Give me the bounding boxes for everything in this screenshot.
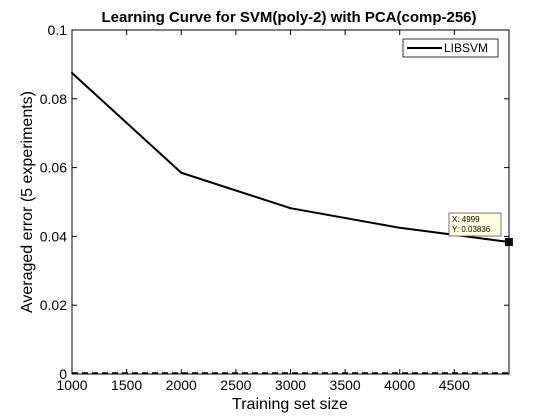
y-tick-label: 0.08 xyxy=(40,91,67,107)
x-tick-label: 1500 xyxy=(111,377,142,393)
legend-label-libsvm: LIBSVM xyxy=(444,41,488,55)
data-tip-marker xyxy=(504,238,513,247)
legend: LIBSVM xyxy=(402,38,499,58)
y-axis-label: Averaged error (5 experiments) xyxy=(19,91,36,313)
plot-area xyxy=(71,29,510,375)
chart-title: Learning Curve for SVM(poly-2) with PCA(… xyxy=(101,9,476,26)
x-tick-label: 3500 xyxy=(330,377,361,393)
x-axis: 1000 1500 2000 2500 3000 3500 4000 4500 xyxy=(56,30,470,393)
y-tick-label: 0.06 xyxy=(40,160,67,176)
y-axis: 0 0.02 0.04 0.06 0.08 0.1 xyxy=(40,22,509,382)
data-tip: X: 4999 Y: 0.03836 xyxy=(448,212,502,237)
data-point xyxy=(71,72,73,74)
data-tip-x: X: 4999 xyxy=(452,215,480,224)
x-tick-label: 1000 xyxy=(56,377,87,393)
x-tick-label: 4000 xyxy=(384,377,415,393)
x-tick-label: 2000 xyxy=(166,377,197,393)
y-tick-label: 0.02 xyxy=(40,297,67,313)
y-tick-label: 0.1 xyxy=(48,22,68,38)
y-tick-label: 0 xyxy=(59,366,67,382)
data-point xyxy=(398,226,401,229)
x-tick-label: 2500 xyxy=(220,377,251,393)
data-point xyxy=(180,171,183,174)
legend-box xyxy=(402,38,499,58)
data-tip-y: Y: 0.03836 xyxy=(452,225,491,234)
y-tick-label: 0.04 xyxy=(40,228,67,244)
x-tick-label: 4500 xyxy=(439,377,470,393)
x-tick-label: 3000 xyxy=(275,377,306,393)
data-point xyxy=(289,207,292,210)
x-axis-label: Training set size xyxy=(232,396,348,413)
data-tip-box xyxy=(448,212,502,237)
series-layer xyxy=(71,72,513,247)
